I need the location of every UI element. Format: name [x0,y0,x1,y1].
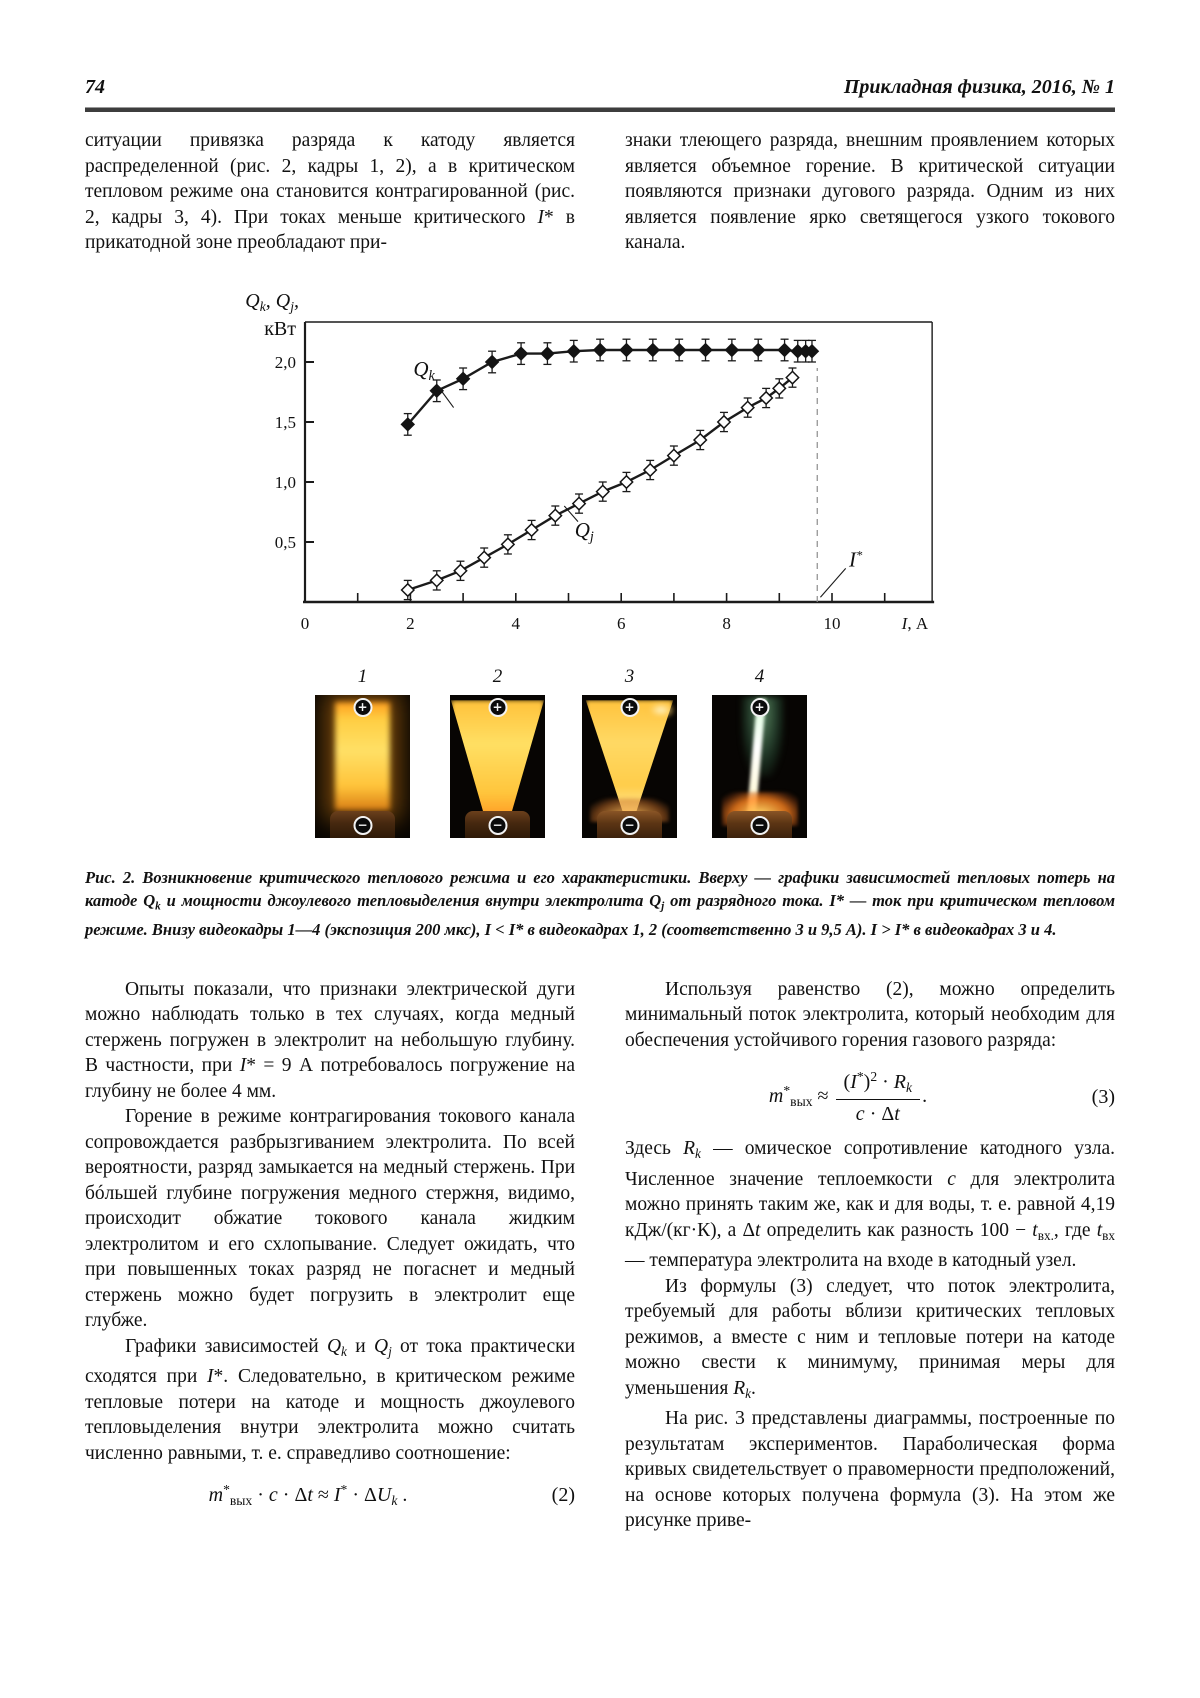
frame-number: 1 [357,665,368,687]
equation-3-lhs: m*вых ≈ [768,1083,834,1110]
svg-text:2: 2 [406,614,415,633]
equation-2: m*вых · c · Δt ≈ I* · ΔUk . (2) [85,1482,575,1509]
discharge-photo-funnel: + − [450,694,545,838]
equation-3: m*вых ≈ (I*)2 · Rk c · Δt. (3) [625,1069,1115,1126]
discharge-photo-arc-channel: + − [712,694,807,838]
svg-text:1,5: 1,5 [275,413,296,432]
svg-text:8: 8 [722,614,731,633]
cathode-minus-icon: − [620,815,639,835]
frame-number: 2 [492,665,503,687]
figure-2: 0,5 1,0 1,5 2,0 0 2 4 6 8 10 I, А Qk, Qj, кВт Qk Qj… [85,282,1115,941]
video-frame-3: 3 + − [582,664,677,838]
page-header: 74 Прикладная физика, 2016, № 1 [85,0,1115,99]
equation-3-number: (3) [1091,1086,1115,1109]
label-series-qj: Qj [574,517,594,546]
svg-text:4: 4 [512,614,521,633]
intro-paragraph-left: ситуации привязка разряда к катоду являе… [85,130,575,253]
right-column: Используя равенство (2), можно определит… [625,977,1115,1534]
body-paragraph: Опыты показали, что признаки электрическ… [85,978,575,1102]
left-column: Опыты показали, что признаки электрическ… [85,977,575,1534]
y-axis-label-unit: кВт [264,317,296,340]
equation-2-number: (2) [551,1484,575,1507]
y-axis-label: Qk, Qj, кВт [225,290,299,341]
equation-3-denominator: c · Δt [855,1103,900,1126]
video-frames: 1 + − 2 + − 3 [85,664,1115,846]
page-number: 74 [85,76,105,98]
cathode-minus-icon: − [488,815,507,835]
equation-3-tail: . [922,1085,928,1108]
y-axis-label-quantities: Qk, Qj, [245,289,299,314]
label-series-qk: Qk [413,356,435,385]
svg-text:10: 10 [824,614,841,633]
frame-number: 3 [624,665,635,687]
frame-number: 4 [754,665,765,687]
discharge-photo-distributed: + − [315,694,410,838]
figure-caption: Рис. 2. Возникновение критического тепло… [85,867,1115,939]
svg-text:6: 6 [617,614,626,633]
anode-plus-icon: + [750,697,769,717]
video-frame-4: 4 + − [712,664,807,838]
anode-plus-icon: + [620,697,639,717]
svg-text:2,0: 2,0 [275,353,296,372]
discharge-glow [334,701,391,811]
bright-spot [648,701,675,718]
equation-3-body: m*вых ≈ (I*)2 · Rk c · Δt. [625,1069,1071,1126]
svg-text:I, А: I, А [901,614,929,633]
equation-3-fraction: (I*)2 · Rk c · Δt [835,1069,921,1126]
cathode-minus-icon: − [353,815,372,835]
svg-text:1,0: 1,0 [275,473,296,492]
svg-text:0,5: 0,5 [275,533,296,552]
body-paragraph: Используя равенство (2), можно определит… [625,978,1115,1051]
discharge-glow [450,700,545,817]
svg-text:0: 0 [301,614,310,633]
video-frame-2: 2 + − [450,664,545,838]
anode-plus-icon: + [353,697,372,717]
discharge-photo-contracted: + − [582,694,677,838]
main-text: Опыты показали, что признаки электрическ… [85,977,1115,1534]
body-paragraph: Из формулы (3) следует, что поток электр… [625,1275,1115,1401]
discharge-chart: 0,5 1,0 1,5 2,0 0 2 4 6 8 10 I, А Qk, Qj, кВт Qk Qj… [225,282,945,662]
cathode-minus-icon: − [750,815,769,835]
chart-svg: 0,5 1,0 1,5 2,0 0 2 4 6 8 10 I, А [275,320,935,633]
equation-2-body: m*вых · c · Δt ≈ I* · ΔUk . [208,1482,408,1509]
journal-title: Прикладная физика, 2016, № 1 [843,76,1115,98]
anode-plus-icon: + [488,697,507,717]
video-frame-1: 1 + − [315,664,410,838]
equation-3-numerator: (I*)2 · Rk [835,1069,921,1101]
intro-paragraph-right: знаки тлеющего разряда, внешним проявлен… [625,130,1115,253]
intro-text: ситуации привязка разряда к катоду являе… [85,128,1115,256]
body-paragraph: Графики зависимостей Qk и Qj от тока пра… [85,1335,576,1464]
body-paragraph: На рис. 3 представлены диаграммы, постро… [625,1408,1115,1532]
body-paragraph: Здесь Rk — омическое сопротивление катод… [625,1138,1116,1272]
body-paragraph: Горение в режиме контрагирования токовог… [85,1106,575,1332]
header-rule [85,107,1115,112]
label-critical-current: I* [849,547,863,571]
